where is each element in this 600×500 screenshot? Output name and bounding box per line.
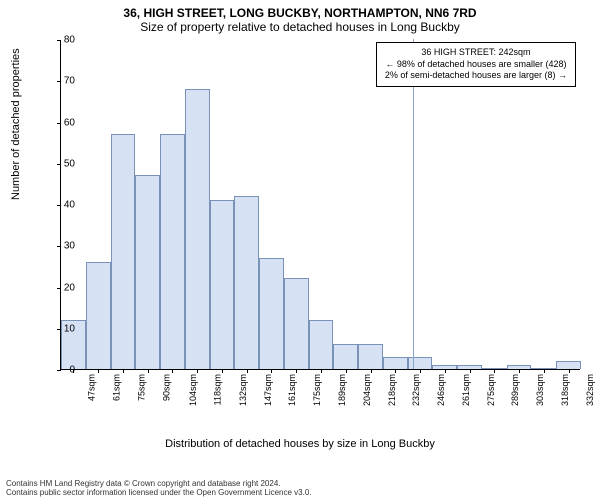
x-tick-mark [197,369,198,373]
histogram-bar [234,196,259,369]
histogram-bar [383,357,408,369]
x-tick-mark [123,369,124,373]
x-tick-label: 118sqm [213,374,223,405]
x-tick-mark [346,369,347,373]
x-tick-label: 147sqm [263,374,273,406]
histogram-bar [86,262,111,369]
x-tick-label: 161sqm [287,374,297,406]
x-tick-label: 261sqm [461,374,471,406]
x-tick-label: 90sqm [161,374,171,401]
footer-line1: Contains HM Land Registry data © Crown c… [6,479,312,489]
y-tick-mark [57,370,61,371]
histogram-bar [210,200,235,369]
y-tick-label: 10 [64,323,75,334]
x-tick-label: 232sqm [411,374,421,406]
y-tick-label: 80 [64,35,75,46]
x-tick-label: 318sqm [560,374,570,406]
x-tick-mark [296,369,297,373]
y-tick-mark [57,205,61,206]
annotation-line2: ← 98% of detached houses are smaller (42… [385,59,567,71]
annotation-line1: 36 HIGH STREET: 242sqm [385,47,567,59]
y-tick-mark [57,164,61,165]
property-indicator-line [413,39,414,369]
x-tick-mark [569,369,570,373]
histogram-bar [259,258,284,369]
y-tick-label: 30 [64,241,75,252]
histogram-bar [111,134,136,369]
histogram-bar [358,344,383,369]
x-tick-mark [247,369,248,373]
annotation-box: 36 HIGH STREET: 242sqm← 98% of detached … [376,42,576,87]
x-tick-label: 218sqm [387,374,397,406]
x-tick-label: 61sqm [112,374,122,401]
x-tick-label: 47sqm [87,374,97,401]
y-tick-mark [57,81,61,82]
histogram-bar [284,278,309,369]
x-tick-mark [271,369,272,373]
x-tick-label: 246sqm [436,374,446,406]
x-tick-mark [395,369,396,373]
x-tick-label: 104sqm [188,374,198,406]
x-tick-mark [519,369,520,373]
histogram-bar [160,134,185,369]
x-tick-mark [371,369,372,373]
chart-title-line2: Size of property relative to detached ho… [0,20,600,38]
x-tick-mark [544,369,545,373]
y-tick-label: 50 [64,158,75,169]
x-axis-label: Distribution of detached houses by size … [0,438,600,450]
x-tick-mark [148,369,149,373]
x-tick-mark [321,369,322,373]
x-tick-label: 303sqm [535,374,545,406]
x-tick-label: 75sqm [136,374,146,401]
annotation-line3: 2% of semi-detached houses are larger (8… [385,70,567,82]
histogram-bar [135,175,160,369]
plot-area: 47sqm61sqm75sqm90sqm104sqm118sqm132sqm14… [60,40,580,370]
x-tick-label: 289sqm [510,374,520,406]
x-tick-mark [222,369,223,373]
histogram-bar [185,89,210,370]
chart-title-line1: 36, HIGH STREET, LONG BUCKBY, NORTHAMPTO… [0,0,600,20]
y-tick-label: 40 [64,200,75,211]
x-tick-label: 275sqm [486,374,496,406]
x-tick-label: 132sqm [238,374,248,406]
histogram-bar [556,361,581,369]
y-tick-label: 60 [64,117,75,128]
histogram-bar [309,320,334,370]
y-tick-label: 70 [64,76,75,87]
x-tick-mark [494,369,495,373]
y-tick-mark [57,40,61,41]
footer-text: Contains HM Land Registry data © Crown c… [6,479,312,498]
x-tick-mark [172,369,173,373]
x-tick-label: 204sqm [362,374,372,406]
y-tick-mark [57,288,61,289]
y-tick-mark [57,246,61,247]
x-tick-mark [98,369,99,373]
x-tick-mark [445,369,446,373]
y-tick-label: 20 [64,282,75,293]
x-tick-mark [470,369,471,373]
chart-container: 36, HIGH STREET, LONG BUCKBY, NORTHAMPTO… [0,0,600,460]
x-tick-label: 332sqm [585,374,595,406]
footer-line2: Contains public sector information licen… [6,488,312,498]
histogram-bar [408,357,433,369]
y-tick-mark [57,123,61,124]
y-axis-label: Number of detached properties [10,48,22,200]
x-tick-mark [420,369,421,373]
y-tick-label: 0 [69,365,75,376]
x-tick-label: 175sqm [312,374,322,406]
histogram-bar [333,344,358,369]
x-tick-label: 189sqm [337,374,347,406]
